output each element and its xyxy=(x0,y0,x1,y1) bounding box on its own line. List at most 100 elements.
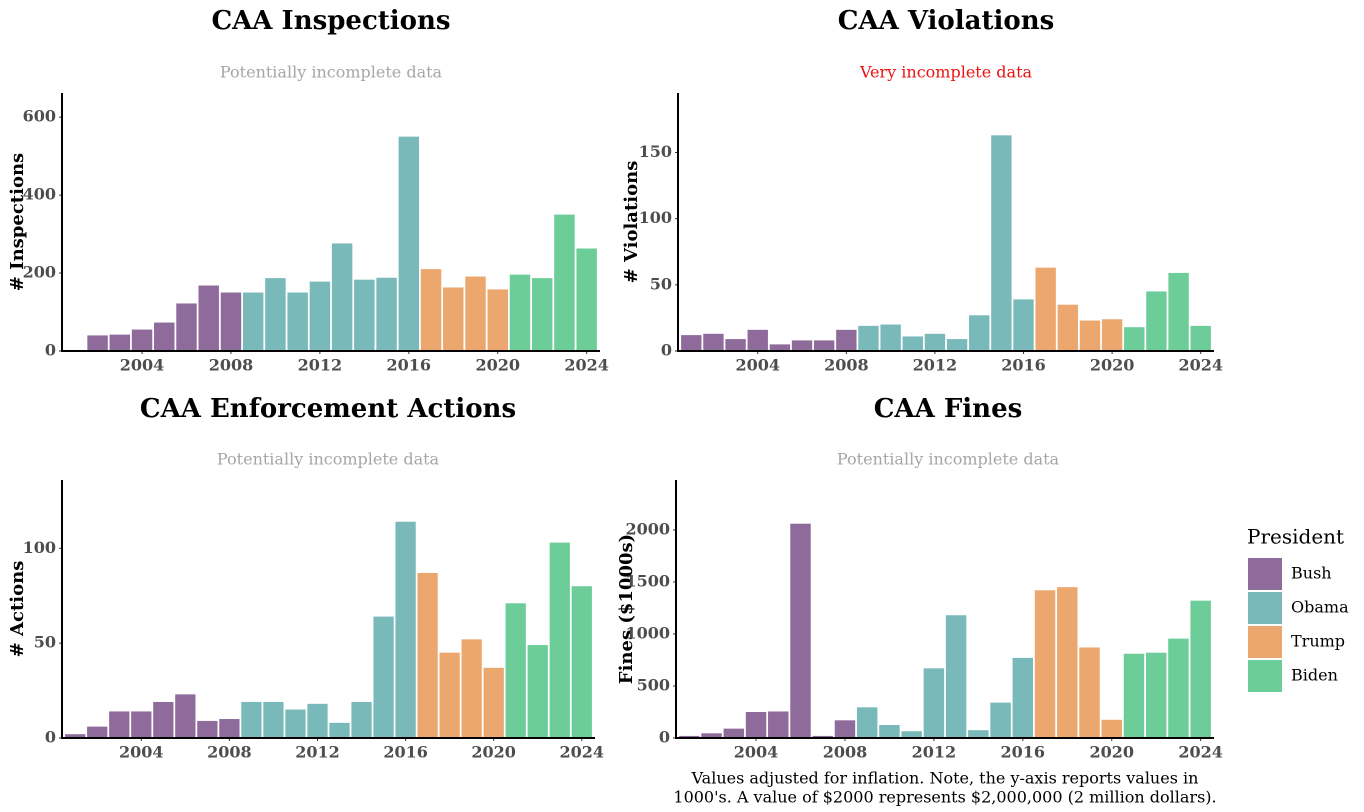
bar xyxy=(681,335,702,351)
bar xyxy=(309,281,331,351)
legend-swatch xyxy=(1248,626,1282,658)
x-tick-label: 2012 xyxy=(913,356,958,375)
bar xyxy=(487,289,508,351)
bar xyxy=(1190,600,1211,738)
bar xyxy=(527,645,548,738)
legend-swatch xyxy=(1248,558,1282,590)
legend-title: President xyxy=(1247,525,1344,549)
legend-label: Trump xyxy=(1291,632,1345,651)
y-tick-label: 150 xyxy=(639,142,672,161)
bar xyxy=(1079,647,1100,738)
x-tick-label: 2004 xyxy=(734,743,779,762)
bar xyxy=(679,735,700,738)
bar xyxy=(287,292,308,351)
x-tick-label: 2008 xyxy=(209,356,254,375)
bar xyxy=(263,701,284,738)
x-tick-label: 2008 xyxy=(207,743,252,762)
bar xyxy=(197,720,218,738)
x-tick-label: 2024 xyxy=(560,743,605,762)
x-tick-label: 2004 xyxy=(120,356,165,375)
bar xyxy=(968,730,989,738)
bar xyxy=(1124,327,1145,351)
legend-swatch xyxy=(1248,592,1282,624)
bar xyxy=(834,720,856,738)
x-tick-label: 2024 xyxy=(1178,356,1223,375)
bar xyxy=(265,278,286,351)
bar xyxy=(220,292,242,351)
bar xyxy=(924,333,946,351)
y-tick-label: 500 xyxy=(637,675,670,694)
legend-label: Biden xyxy=(1291,666,1338,685)
x-tick-label: 2024 xyxy=(1178,743,1223,762)
legend-swatch xyxy=(1248,660,1282,692)
y-tick-label: 2000 xyxy=(625,519,670,538)
bar xyxy=(879,724,900,738)
bar xyxy=(1145,652,1167,738)
bar xyxy=(420,269,442,351)
y-tick-label: 600 xyxy=(23,107,56,126)
x-tick-label: 2020 xyxy=(1090,356,1135,375)
bar xyxy=(1035,267,1056,351)
x-tick-label: 2024 xyxy=(564,356,609,375)
bar xyxy=(509,274,531,351)
bar xyxy=(1057,304,1079,351)
x-tick-label: 2020 xyxy=(471,743,516,762)
chart-title: CAA Inspections xyxy=(211,6,450,36)
y-tick-label: 400 xyxy=(23,185,56,204)
bar xyxy=(902,336,923,351)
bar xyxy=(65,734,86,738)
bar xyxy=(769,344,791,351)
y-tick-label: 100 xyxy=(23,538,56,557)
bar xyxy=(87,335,108,351)
bar xyxy=(373,616,394,738)
x-tick-label: 2020 xyxy=(475,356,520,375)
y-tick-label: 0 xyxy=(659,728,670,747)
bar xyxy=(483,667,504,738)
x-tick-label: 2016 xyxy=(1001,356,1046,375)
bar xyxy=(439,652,460,738)
bar xyxy=(812,735,833,738)
x-tick-label: 2012 xyxy=(298,356,343,375)
bar xyxy=(991,135,1012,351)
footnote: 1000's. A value of $2000 represents $2,0… xyxy=(673,788,1216,807)
bar xyxy=(725,339,746,351)
legend-label: Obama xyxy=(1291,598,1349,617)
x-tick-label: 2016 xyxy=(387,356,432,375)
chart-subtitle: Potentially incomplete data xyxy=(220,63,443,82)
bar xyxy=(505,603,526,738)
bar xyxy=(109,711,130,738)
legend-label: Bush xyxy=(1291,564,1332,583)
y-tick-label: 0 xyxy=(45,341,56,360)
chart-subtitle: Very incomplete data xyxy=(859,63,1033,82)
bar xyxy=(858,325,879,351)
bar xyxy=(856,707,878,738)
bar xyxy=(1034,590,1056,738)
y-axis-label: Fines ($1000s) xyxy=(616,534,637,684)
bar xyxy=(703,333,724,351)
bar xyxy=(1123,653,1145,738)
chart-subtitle: Potentially incomplete data xyxy=(217,450,440,469)
bar xyxy=(701,733,722,738)
x-tick-label: 2012 xyxy=(295,743,340,762)
chart-title: CAA Enforcement Actions xyxy=(140,394,516,424)
y-tick-label: 50 xyxy=(34,633,56,652)
bar xyxy=(1057,587,1078,738)
chart-subtitle: Potentially incomplete data xyxy=(837,450,1060,469)
bar xyxy=(768,711,789,738)
chart-title: CAA Violations xyxy=(838,6,1055,36)
bar xyxy=(1168,272,1189,351)
bar xyxy=(990,702,1011,738)
bar xyxy=(1190,325,1211,351)
bar xyxy=(376,277,397,351)
bar xyxy=(461,639,482,738)
y-tick-label: 1500 xyxy=(625,571,670,590)
bar xyxy=(131,711,152,738)
bar xyxy=(745,711,767,738)
bar xyxy=(329,722,350,738)
bar xyxy=(576,248,597,351)
bar xyxy=(880,324,901,351)
bar xyxy=(219,719,240,738)
bar xyxy=(1101,719,1122,738)
bar xyxy=(131,329,153,351)
